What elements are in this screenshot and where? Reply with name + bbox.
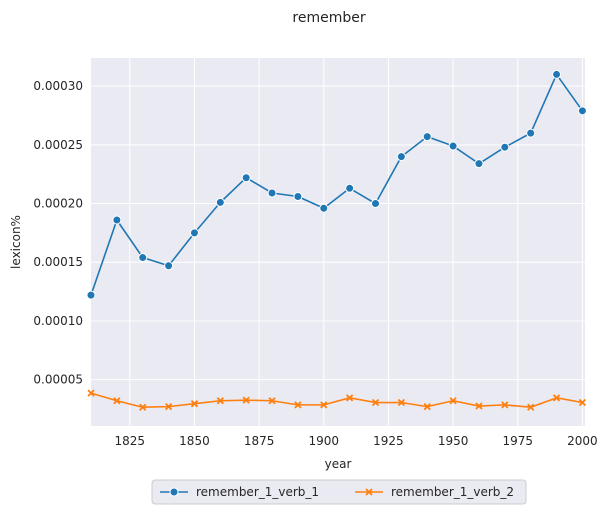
data-point: [268, 397, 276, 405]
data-point: [475, 402, 483, 410]
chart-title: remember: [292, 10, 365, 26]
data-point: [422, 132, 432, 142]
data-point: [113, 397, 121, 405]
legend-marker: [169, 487, 179, 497]
x-tick-label: 1900: [309, 434, 340, 448]
x-marker-stroke: [139, 403, 147, 411]
data-point: [215, 197, 225, 207]
data-point: [241, 173, 251, 183]
data-point: [294, 401, 302, 409]
x-marker-stroke: [527, 403, 535, 411]
x-marker-stroke: [552, 394, 561, 402]
legend-label: remember_1_verb_2: [391, 485, 514, 499]
y-axis-label: lexicon%: [9, 215, 23, 269]
y-tick-label: 0.00020: [33, 197, 83, 211]
y-tick-label: 0.00030: [33, 79, 83, 93]
x-axis: 1825 1850 1875 1900 1925 1950 1975 2000: [115, 434, 598, 448]
data-point: [449, 397, 457, 405]
data-point: [500, 142, 510, 152]
y-tick-label: 0.00015: [33, 255, 83, 269]
data-point: [319, 203, 329, 213]
x-marker-stroke: [113, 397, 121, 405]
x-axis-label: year: [325, 457, 352, 471]
data-point: [138, 253, 148, 263]
data-point: [552, 69, 562, 79]
x-marker-stroke: [190, 400, 199, 408]
x-marker-stroke: [449, 397, 457, 405]
data-point: [577, 106, 587, 116]
data-point: [474, 159, 484, 169]
y-axis: 0.00005 0.00010 0.00015 0.00020 0.00025 0.000…: [33, 79, 83, 386]
series-layer: [86, 69, 587, 411]
x-marker-stroke: [87, 389, 95, 397]
x-marker-stroke: [242, 396, 250, 404]
plot-area: [91, 58, 585, 426]
data-point: [346, 394, 354, 402]
data-point: [371, 398, 380, 407]
data-point: [396, 152, 406, 162]
legend-marker: [365, 488, 373, 496]
y-tick-label: 0.00025: [33, 138, 83, 152]
data-point: [371, 199, 381, 209]
x-marker-stroke: [475, 402, 483, 410]
series-line: [90, 73, 584, 296]
data-point: [164, 402, 173, 411]
x-marker-stroke: [423, 402, 431, 411]
data-point: [578, 398, 587, 407]
x-tick-label: 1925: [373, 434, 404, 448]
x-tick-label: 1825: [115, 434, 146, 448]
x-tick-label: 1875: [244, 434, 275, 448]
x-marker-stroke: [164, 402, 173, 411]
data-point: [423, 402, 431, 411]
y-tick-label: 0.00010: [33, 314, 83, 328]
legend-label: remember_1_verb_1: [196, 485, 319, 499]
data-point: [293, 192, 303, 202]
x-marker-stroke: [371, 398, 380, 407]
data-point: [501, 401, 509, 409]
data-point: [216, 397, 224, 405]
data-point: [189, 228, 199, 238]
data-point: [527, 403, 535, 411]
data-point: [397, 398, 406, 407]
x-marker-stroke: [320, 401, 328, 409]
x-marker-stroke: [397, 398, 406, 407]
x-marker-stroke: [216, 397, 224, 405]
x-marker-stroke: [365, 488, 373, 496]
x-tick-label: 1850: [179, 434, 210, 448]
data-point: [164, 261, 174, 271]
x-tick-label: 1950: [438, 434, 469, 448]
x-marker-stroke: [578, 398, 587, 407]
data-point: [552, 394, 561, 402]
data-point: [320, 401, 328, 409]
legend-box: [151, 479, 527, 505]
x-marker-stroke: [501, 401, 509, 409]
x-tick-label: 1975: [502, 434, 533, 448]
x-tick-label: 2000: [567, 434, 598, 448]
data-point: [112, 215, 122, 225]
series-remember_1_verb_2: [87, 389, 587, 411]
data-point: [87, 389, 95, 397]
legend: remember_1_verb_1 remember_1_verb_2: [151, 479, 527, 505]
data-point: [242, 396, 250, 404]
series-line: [90, 392, 583, 409]
x-marker-stroke: [294, 401, 302, 409]
x-marker-stroke: [268, 397, 276, 405]
x-marker-stroke: [346, 394, 354, 402]
data-point: [526, 128, 536, 138]
data-point: [448, 141, 458, 151]
data-point: [190, 400, 199, 408]
y-tick-label: 0.00005: [33, 373, 83, 387]
data-point: [139, 403, 147, 411]
series-remember_1_verb_1: [86, 69, 587, 300]
data-point: [345, 183, 355, 193]
data-point: [86, 290, 96, 300]
data-point: [267, 188, 277, 198]
